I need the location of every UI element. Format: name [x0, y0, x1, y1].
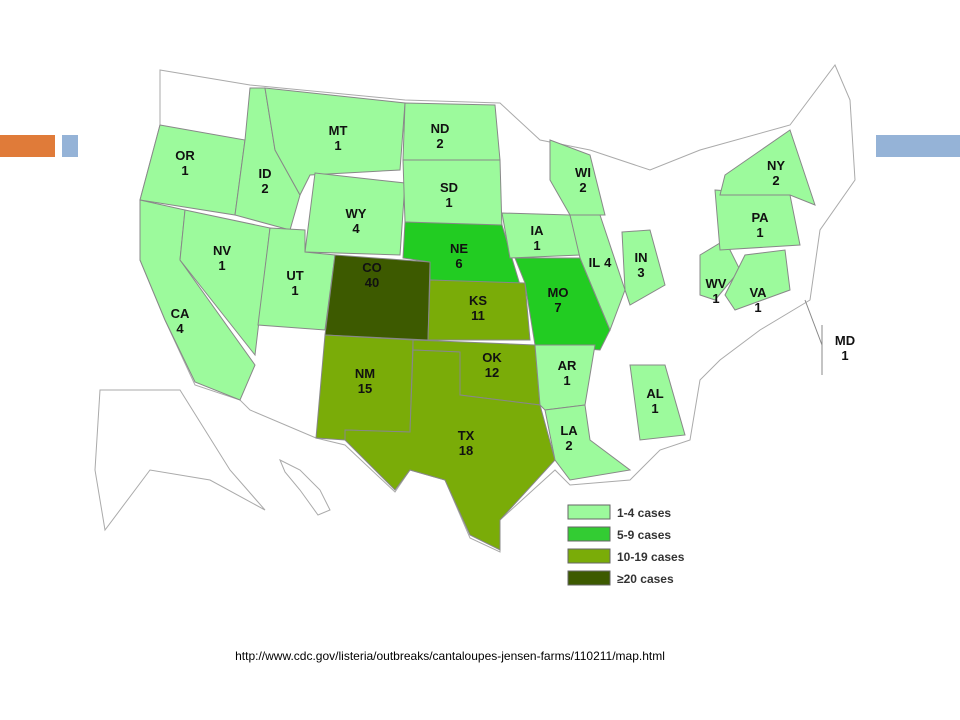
state — [139, 124, 246, 216]
legend-swatch — [567, 548, 611, 564]
state-cases: 2 — [772, 173, 779, 188]
legend-label: ≥20 cases — [617, 572, 674, 586]
state — [304, 172, 406, 256]
state — [724, 249, 791, 311]
state-cases: 1 — [754, 300, 761, 315]
state-code: NM — [355, 366, 375, 381]
state-cases: 1 — [841, 348, 848, 363]
state-cases: 1 — [563, 373, 570, 388]
state-code: AL — [646, 386, 663, 401]
state-code: IL — [589, 255, 601, 270]
state-code: WY — [346, 206, 367, 221]
state-cases: 12 — [485, 365, 499, 380]
state-code: OR — [175, 148, 195, 163]
state-cases: 2 — [579, 180, 586, 195]
state-code: ND — [431, 121, 450, 136]
state-cases: 3 — [637, 265, 644, 280]
source-url: http://www.cdc.gov/listeria/outbreaks/ca… — [235, 649, 665, 663]
state-code: IA — [531, 223, 545, 238]
state-code: NE — [450, 241, 468, 256]
state-label: IL 4 — [589, 255, 613, 270]
alaska-outline — [94, 389, 266, 532]
state-code: MO — [548, 285, 569, 300]
state-cases: 4 — [352, 221, 360, 236]
state-code: PA — [751, 210, 769, 225]
hawaii-outline — [279, 458, 331, 516]
legend-label: 5-9 cases — [617, 528, 671, 542]
state-cases: 40 — [365, 275, 379, 290]
state-code: CA — [171, 306, 190, 321]
state-code: NV — [213, 243, 231, 258]
state-cases: 1 — [533, 238, 540, 253]
accent-bar — [0, 135, 55, 157]
state-cases: 6 — [455, 256, 462, 271]
state-cases: 1 — [712, 291, 719, 306]
accent-bar — [876, 135, 960, 157]
state-code: IN — [635, 250, 648, 265]
md-leader — [804, 299, 823, 346]
state — [719, 129, 816, 206]
state — [621, 229, 666, 306]
state-code: LA — [560, 423, 578, 438]
state-cases: 7 — [554, 300, 561, 315]
state-cases: 1 — [181, 163, 188, 178]
state-cases: 2 — [565, 438, 572, 453]
state — [544, 404, 632, 481]
state-code: KS — [469, 293, 487, 308]
state-cases: 1 — [651, 401, 658, 416]
state-cases: 2 — [436, 136, 443, 151]
state — [427, 279, 531, 341]
state-cases: 2 — [261, 181, 268, 196]
state-code: MD — [835, 333, 855, 348]
state-code: OK — [482, 350, 502, 365]
state-cases: 11 — [471, 308, 485, 323]
state-cases: 1 — [334, 138, 341, 153]
state-code: NY — [767, 158, 785, 173]
accent-bar — [62, 135, 78, 157]
state-code: TX — [458, 428, 475, 443]
state-cases: 15 — [358, 381, 372, 396]
state-code: SD — [440, 180, 458, 195]
state — [179, 209, 271, 357]
state-code: ID — [259, 166, 272, 181]
state — [629, 364, 686, 441]
state-code: AR — [558, 358, 577, 373]
state — [569, 214, 626, 332]
state-cases: 18 — [459, 443, 473, 458]
state-cases: 4 — [604, 255, 612, 270]
legend-label: 1-4 cases — [617, 506, 671, 520]
state-cases: 1 — [445, 195, 452, 210]
state-cases: 1 — [218, 258, 225, 273]
legend-swatch — [567, 526, 611, 542]
state-code: VA — [749, 285, 767, 300]
state-code: CO — [362, 260, 382, 275]
legend-swatch — [567, 504, 611, 520]
state-cases: 1 — [291, 283, 298, 298]
legend-swatch — [567, 570, 611, 586]
state-code: WI — [575, 165, 591, 180]
legend-label: 10-19 cases — [617, 550, 685, 564]
state — [402, 102, 501, 161]
state-cases: 4 — [176, 321, 184, 336]
state — [344, 349, 556, 551]
state-code: MT — [329, 123, 348, 138]
state-code: UT — [286, 268, 303, 283]
state-cases: 1 — [756, 225, 763, 240]
state-code: WV — [706, 276, 727, 291]
